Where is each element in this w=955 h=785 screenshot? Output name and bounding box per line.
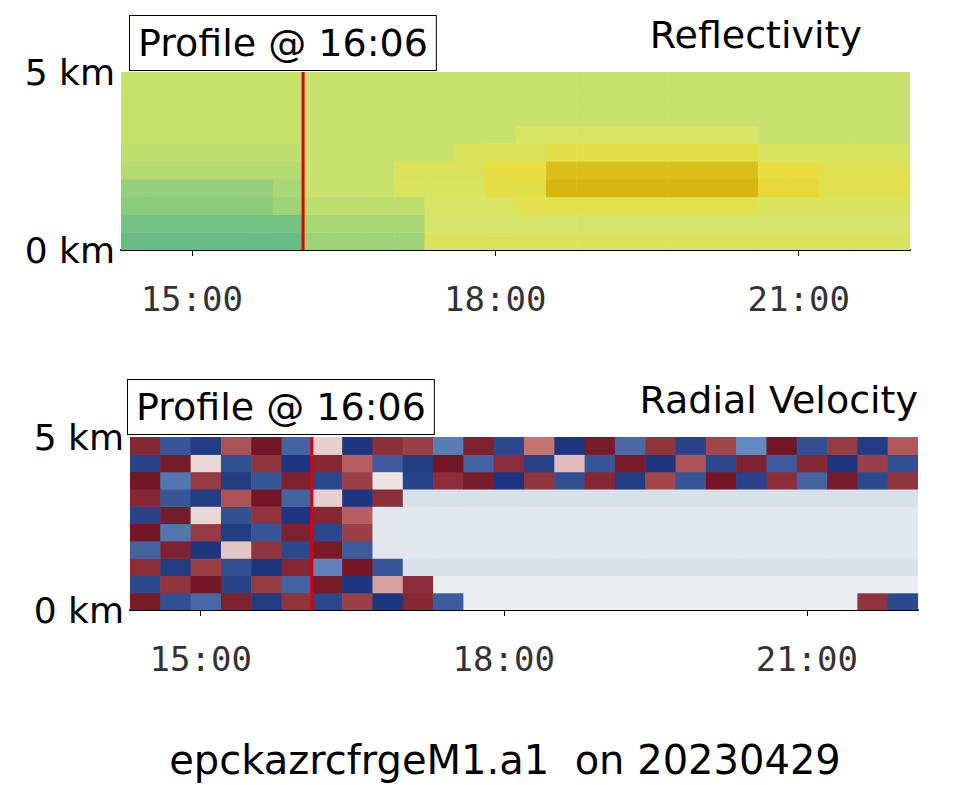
svg-text:21:00: 21:00 (756, 639, 858, 679)
svg-text:15:00: 15:00 (141, 279, 243, 319)
svg-text:5 km: 5 km (25, 52, 115, 93)
svg-text:5 km: 5 km (34, 417, 124, 458)
svg-text:Radial Velocity: Radial Velocity (639, 378, 918, 422)
svg-text:Profile @ 16:06: Profile @ 16:06 (136, 385, 426, 429)
svg-text:21:00: 21:00 (748, 279, 850, 319)
svg-text:18:00: 18:00 (444, 279, 546, 319)
svg-text:0 km: 0 km (25, 230, 115, 271)
svg-text:Profile @ 16:06: Profile @ 16:06 (138, 21, 428, 65)
svg-text:epckazrcfrgeM1.a1 on 20230429: epckazrcfrgeM1.a1 on 20230429 (169, 737, 841, 783)
svg-text:15:00: 15:00 (150, 639, 252, 679)
svg-text:Reflectivity: Reflectivity (650, 13, 862, 57)
svg-text:0 km: 0 km (34, 590, 124, 631)
svg-text:18:00: 18:00 (453, 639, 555, 679)
